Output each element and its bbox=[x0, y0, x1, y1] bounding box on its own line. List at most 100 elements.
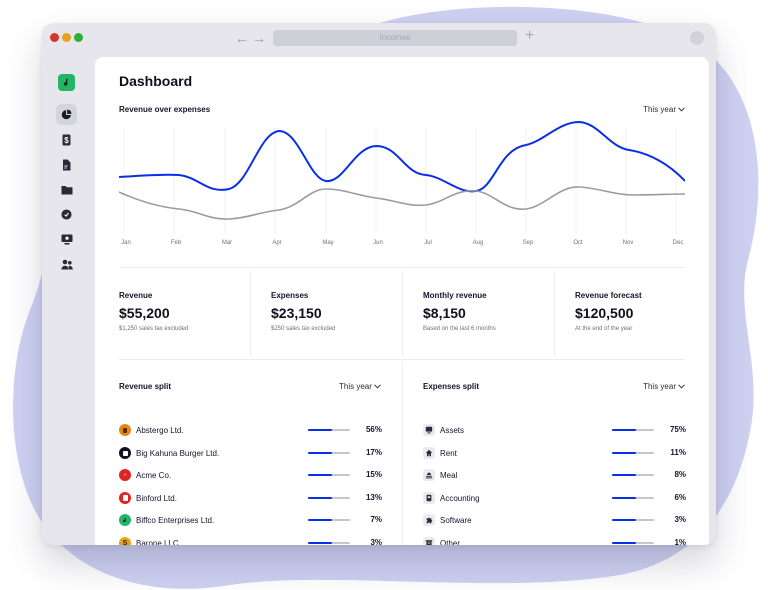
sidebar-item-assets[interactable] bbox=[56, 229, 77, 250]
expenses-line bbox=[119, 186, 685, 220]
expenses-split-row: Software bbox=[423, 513, 472, 527]
profile-avatar[interactable] bbox=[690, 31, 704, 45]
meal-icon bbox=[423, 469, 435, 481]
forward-arrow-icon[interactable]: → bbox=[252, 30, 266, 46]
stat-subtext: Based on the last 6 months bbox=[423, 326, 496, 332]
x-axis-label: Sep bbox=[522, 240, 534, 246]
check-circle-icon bbox=[61, 209, 72, 220]
svg-text:$: $ bbox=[64, 136, 69, 145]
logo-note-icon bbox=[63, 78, 68, 86]
x-axis-label: May bbox=[322, 240, 334, 246]
revenue-share-bar bbox=[308, 497, 350, 499]
sidebar-item-team[interactable] bbox=[56, 254, 77, 275]
expenses-split-row: Rent bbox=[423, 446, 457, 460]
expense-category: Other bbox=[440, 538, 461, 546]
x-axis-label: Apr bbox=[272, 240, 282, 246]
x-axis-label: Oct bbox=[573, 240, 583, 246]
divider bbox=[554, 271, 555, 357]
stat-subtext: $1,250 sales tax excluded bbox=[119, 326, 189, 332]
expense-share-percent: 11% bbox=[670, 448, 686, 457]
revenue-split-row: Biffco Enterprises Ltd. bbox=[119, 513, 214, 527]
expense-category: Accounting bbox=[440, 493, 480, 503]
revenue-share-bar bbox=[308, 542, 350, 544]
book-icon bbox=[423, 492, 435, 504]
back-arrow-icon[interactable]: ← bbox=[235, 30, 249, 46]
revenue-share-bar bbox=[308, 429, 350, 431]
pie-chart-icon bbox=[61, 109, 72, 120]
browser-window: ← → Incomee + $ Dashboard bbox=[42, 23, 716, 545]
page-title: Dashboard bbox=[119, 73, 193, 89]
document-icon bbox=[63, 159, 71, 170]
stat-card-revenue: Revenue $55,200 $1,250 sales tax exclude… bbox=[119, 291, 188, 332]
sidebar: $ bbox=[42, 57, 94, 545]
x-axis-label: Feb bbox=[170, 240, 182, 246]
x-axis-label: Nov bbox=[622, 240, 634, 246]
maximize-window-button[interactable] bbox=[74, 33, 83, 42]
close-window-button[interactable] bbox=[50, 33, 59, 42]
puzzle-icon bbox=[423, 514, 435, 526]
revenue-share-bar bbox=[308, 452, 350, 454]
revenue-chart-title: Revenue over expenses bbox=[119, 105, 211, 114]
sidebar-item-documents[interactable] bbox=[56, 154, 77, 175]
sidebar-item-files[interactable] bbox=[56, 179, 77, 200]
barone-logo-icon: S bbox=[119, 537, 131, 545]
sidebar-item-tasks[interactable] bbox=[56, 204, 77, 225]
expenses-split-row: Other bbox=[423, 536, 460, 545]
x-axis-label: Jul bbox=[424, 240, 432, 246]
stat-label: Revenue forecast bbox=[575, 291, 642, 300]
expense-share-bar bbox=[612, 452, 654, 454]
x-axis-label: Aug bbox=[472, 240, 484, 246]
revenue-split-period-dropdown[interactable]: This year bbox=[339, 382, 381, 391]
revenue-line bbox=[119, 120, 685, 193]
client-name: Barone LLC. bbox=[136, 538, 181, 546]
stat-value: $23,150 bbox=[271, 305, 322, 321]
expense-category: Assets bbox=[440, 425, 465, 435]
revenue-split-row: Binford Ltd. bbox=[119, 491, 177, 505]
expense-category: Software bbox=[440, 515, 472, 525]
stat-card-expenses: Expenses $23,150 $250 sales tax excluded bbox=[271, 291, 335, 332]
stat-label: Revenue bbox=[119, 291, 153, 300]
stat-label: Expenses bbox=[271, 291, 309, 300]
abstergo-logo-icon bbox=[119, 424, 131, 436]
stat-value: $55,200 bbox=[119, 305, 170, 321]
revenue-chart-period-dropdown[interactable]: This year bbox=[643, 105, 685, 114]
revenue-split-row: S Barone LLC. bbox=[119, 536, 181, 545]
expenses-split-period-dropdown[interactable]: This year bbox=[643, 382, 685, 391]
client-name: Acme Co. bbox=[136, 470, 172, 480]
client-name: Biffco Enterprises Ltd. bbox=[136, 515, 215, 525]
period-label: This year bbox=[339, 382, 372, 391]
expense-share-bar bbox=[612, 474, 654, 476]
dollar-doc-icon: $ bbox=[62, 134, 71, 145]
expense-category: Rent bbox=[440, 448, 457, 458]
expense-share-bar bbox=[612, 497, 654, 499]
sidebar-item-dashboard[interactable] bbox=[56, 104, 77, 125]
revenue-share-bar bbox=[308, 474, 350, 476]
expenses-split-row: Assets bbox=[423, 423, 464, 437]
x-axis-label: Jun bbox=[373, 240, 383, 246]
revenue-share-bar bbox=[308, 519, 350, 521]
users-icon bbox=[60, 259, 73, 270]
title-bar: ← → Incomee + bbox=[42, 23, 716, 57]
stat-value: $8,150 bbox=[423, 305, 466, 321]
revenue-split-row: Abstergo Ltd. bbox=[119, 423, 184, 437]
expenses-split-title: Expenses split bbox=[423, 382, 480, 391]
expense-share-percent: 8% bbox=[674, 470, 686, 479]
revenue-expenses-line-chart bbox=[119, 120, 685, 234]
stat-card-monthly-revenue: Monthly revenue $8,150 Based on the last… bbox=[423, 291, 496, 332]
expense-category: Meal bbox=[440, 470, 458, 480]
sidebar-item-invoices[interactable]: $ bbox=[56, 129, 77, 150]
expenses-split-row: Meal bbox=[423, 468, 457, 482]
new-tab-plus-icon[interactable]: + bbox=[525, 27, 535, 44]
divider bbox=[250, 271, 251, 357]
revenue-split-row: « Acme Co. bbox=[119, 468, 171, 482]
minimize-window-button[interactable] bbox=[62, 33, 71, 42]
x-axis-label: Mar bbox=[221, 240, 233, 246]
biffco-logo-icon bbox=[119, 514, 131, 526]
period-label: This year bbox=[643, 105, 676, 114]
app-logo[interactable] bbox=[58, 74, 75, 91]
client-name: Binford Ltd. bbox=[136, 493, 177, 503]
stat-value: $120,500 bbox=[575, 305, 634, 321]
expense-share-percent: 1% bbox=[674, 538, 686, 545]
address-bar[interactable]: Incomee bbox=[273, 30, 517, 46]
chevron-down-icon bbox=[678, 384, 685, 389]
